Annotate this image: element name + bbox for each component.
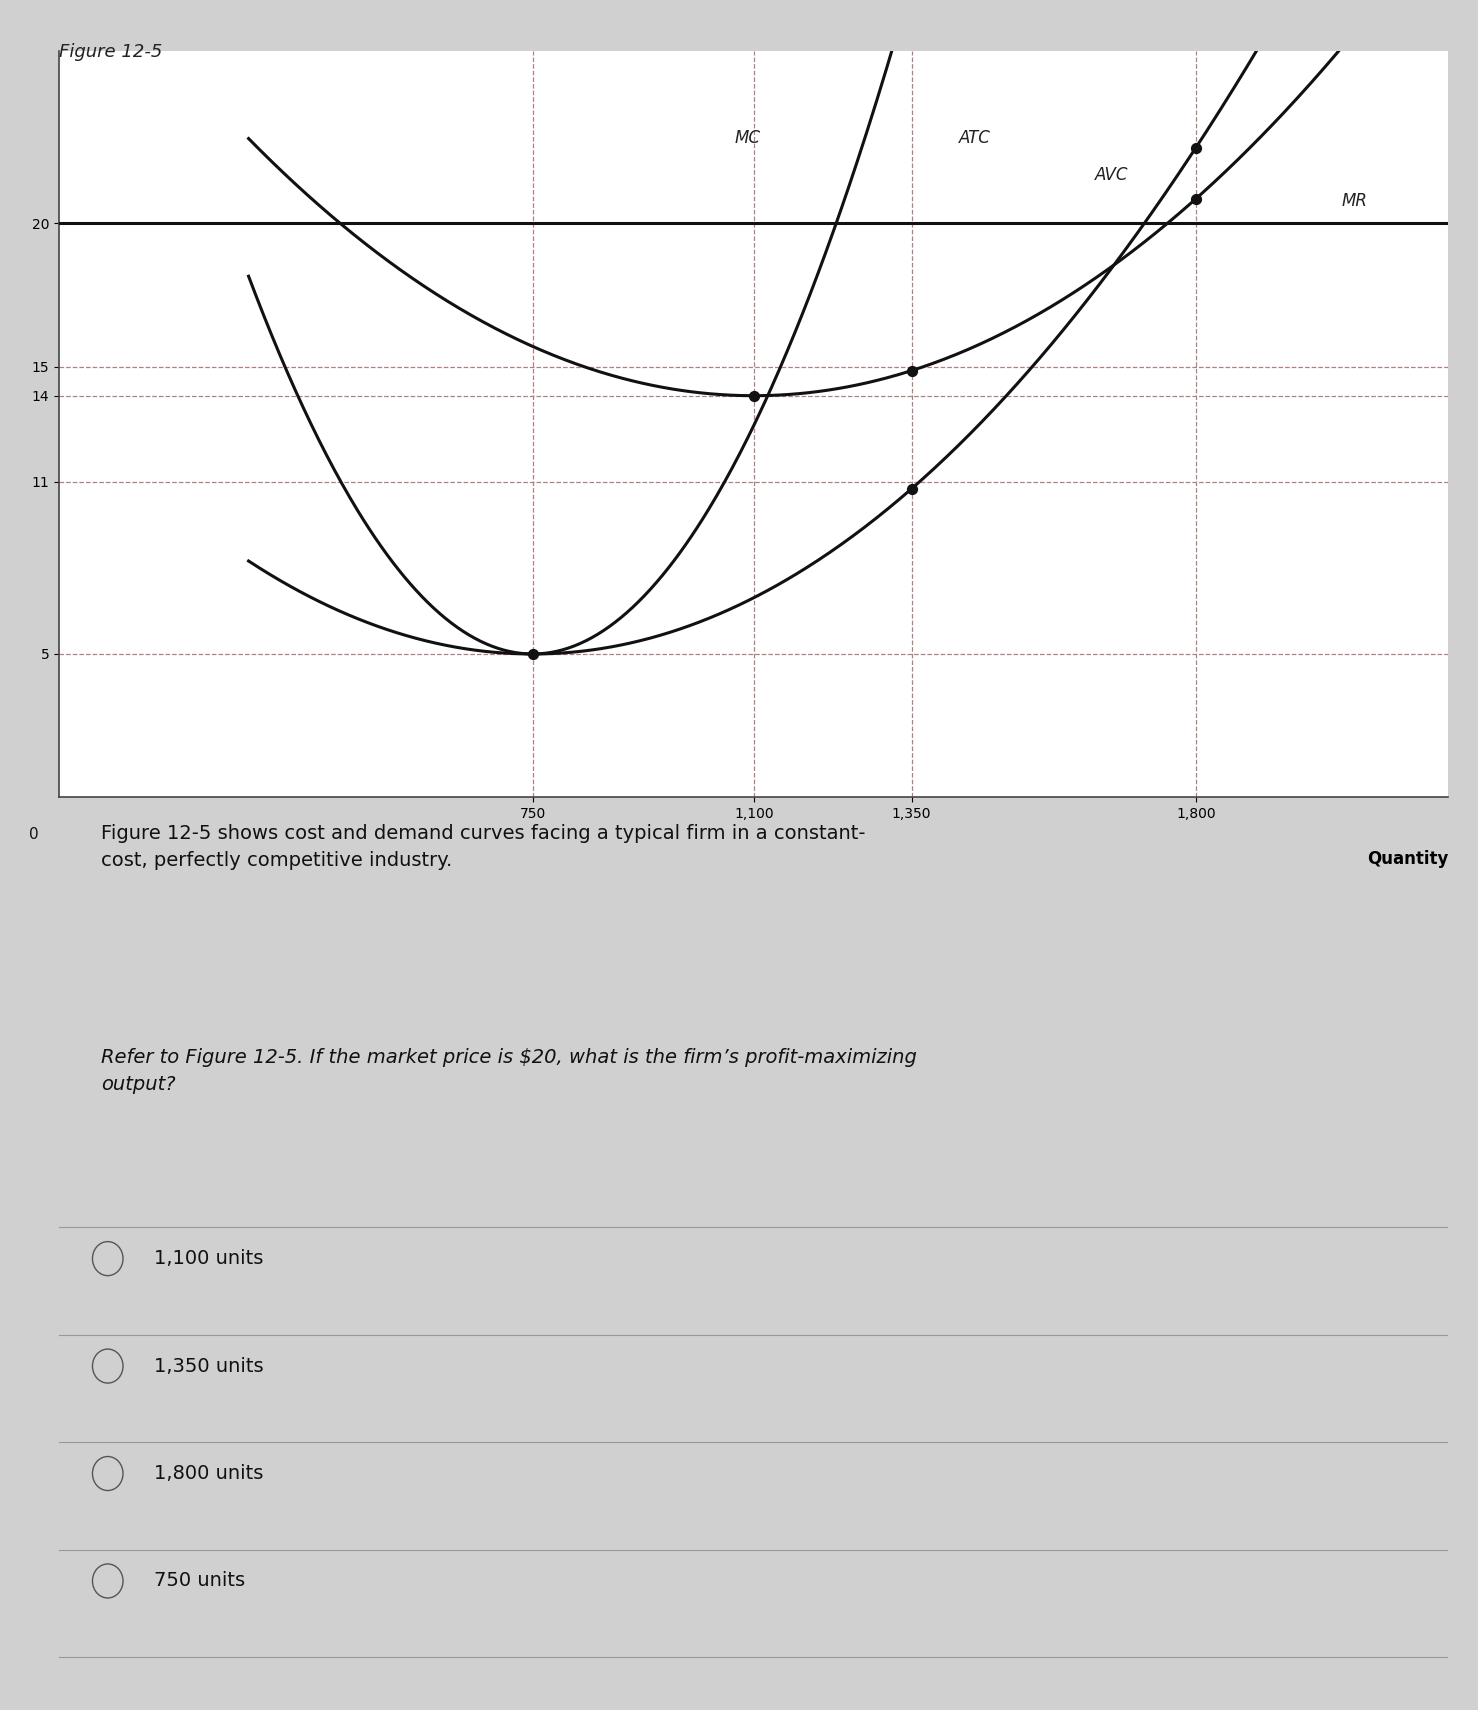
Text: Refer to Figure 12-5. If the market price is $20, what is the firm’s profit-maxi: Refer to Figure 12-5. If the market pric… (101, 1048, 916, 1094)
Point (1184, 185, 1208, 212)
Text: Figure 12-5 shows cost and demand curves facing a typical firm in a constant-
co: Figure 12-5 shows cost and demand curves… (101, 824, 865, 870)
Text: 0: 0 (28, 828, 38, 843)
Text: 1,800 units: 1,800 units (154, 1464, 263, 1483)
Point (1184, 133, 1208, 161)
Point (520, 640, 544, 667)
Point (742, 381, 766, 409)
Text: 1,100 units: 1,100 units (154, 1248, 263, 1269)
Text: 750 units: 750 units (154, 1571, 245, 1590)
Text: Quantity: Quantity (1367, 850, 1448, 867)
Text: ATC: ATC (959, 130, 990, 147)
Text: 1,350 units: 1,350 units (154, 1356, 263, 1375)
Text: AVC: AVC (1095, 166, 1128, 185)
Point (900, 357, 924, 385)
Text: Figure 12-5: Figure 12-5 (59, 43, 163, 62)
Text: MC: MC (735, 130, 761, 147)
Point (900, 475, 924, 503)
Text: MR: MR (1341, 192, 1367, 210)
